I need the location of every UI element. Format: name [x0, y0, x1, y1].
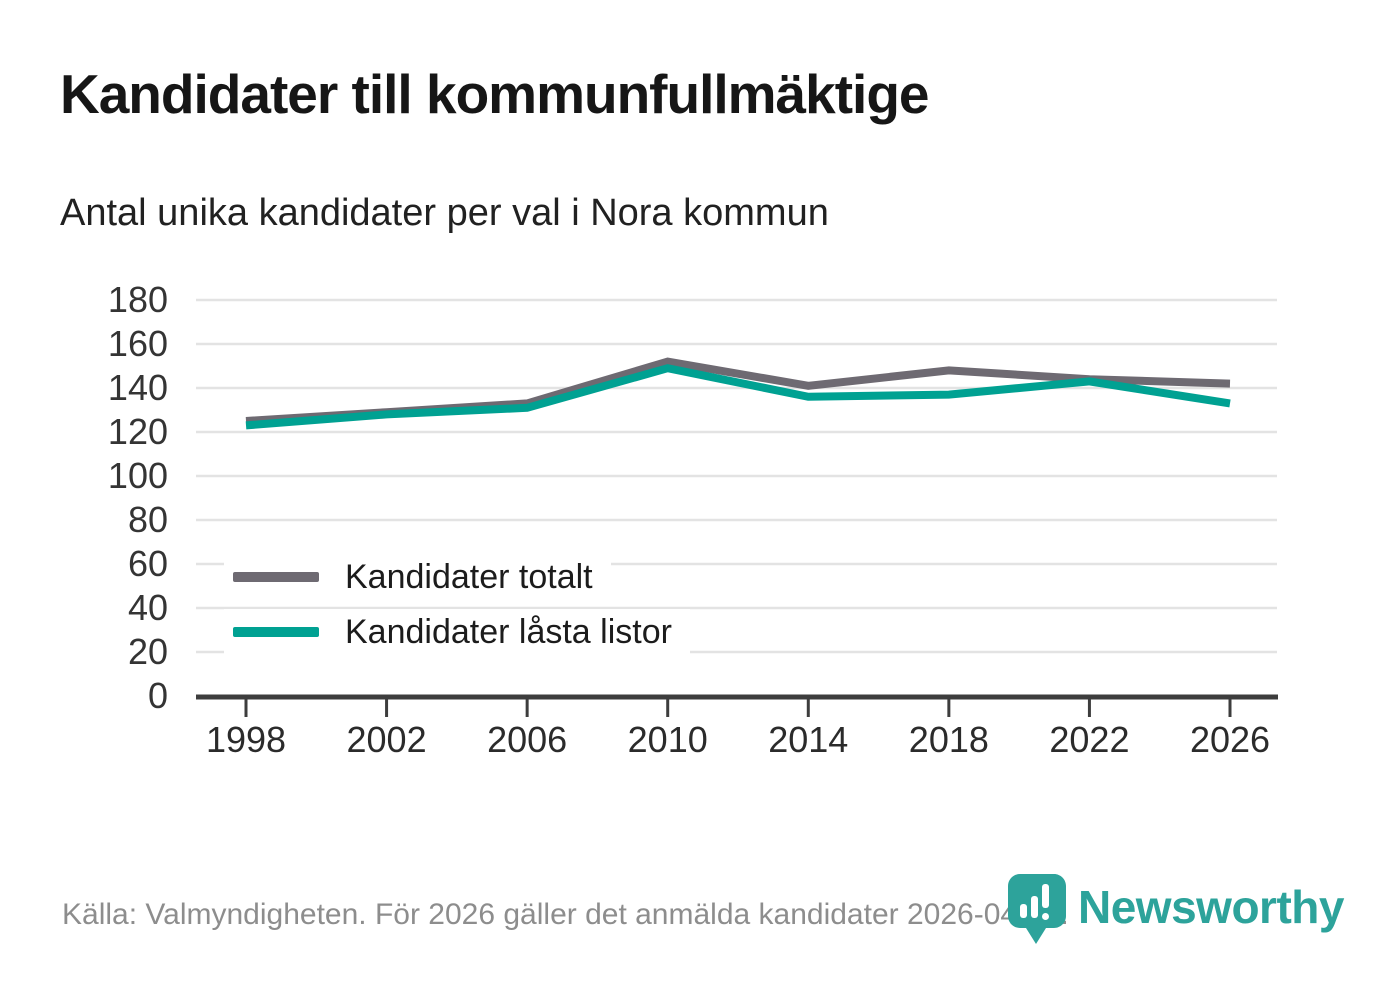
legend-label-totalt: Kandidater totalt	[345, 557, 593, 596]
chart-title: Kandidater till kommunfullmäktige	[60, 63, 930, 125]
x-axis-labels: 1998 2002 2006 2010 2014 2018 2022 2026	[206, 719, 1270, 760]
legend-swatch-lasta-listor	[233, 627, 319, 637]
x-tick-label-1998: 1998	[206, 719, 286, 760]
bar-chart-glyph	[1020, 884, 1049, 920]
y-tick-label-80: 80	[128, 499, 168, 540]
series-line-kandidater-l-sta-listor	[245, 364, 1231, 430]
legend-label-lasta-listor: Kandidater låsta listor	[345, 612, 672, 651]
x-tick-label-2026: 2026	[1190, 719, 1270, 760]
x-tick-label-2002: 2002	[347, 719, 427, 760]
x-tick-label-2010: 2010	[628, 719, 708, 760]
y-tick-label-60: 60	[128, 543, 168, 584]
newsworthy-logo: Newsworthy	[1008, 872, 1344, 950]
x-tick-label-2006: 2006	[487, 719, 567, 760]
y-tick-label-100: 100	[108, 455, 168, 496]
y-tick-label-120: 120	[108, 411, 168, 452]
x-tick-label-2014: 2014	[768, 719, 848, 760]
gridlines	[196, 298, 1277, 654]
x-tick-label-2022: 2022	[1049, 719, 1129, 760]
y-tick-label-140: 140	[108, 367, 168, 408]
y-tick-label-180: 180	[108, 279, 168, 320]
source-note: Källa: Valmyndigheten. För 2026 gäller d…	[62, 898, 1069, 931]
series-lines	[245, 357, 1231, 430]
legend-item-lasta-listor: Kandidater låsta listor	[224, 609, 690, 655]
legend-swatch-totalt	[233, 572, 319, 582]
y-tick-label-160: 160	[108, 323, 168, 364]
newsworthy-wordmark: Newsworthy	[1078, 881, 1344, 933]
newsworthy-pin-icon	[1008, 874, 1066, 944]
x-axis	[196, 694, 1278, 717]
x-tick-label-2018: 2018	[909, 719, 989, 760]
y-tick-label-20: 20	[128, 631, 168, 672]
legend-item-totalt: Kandidater totalt	[224, 554, 611, 600]
y-tick-label-40: 40	[128, 587, 168, 628]
chart-subtitle: Antal unika kandidater per val i Nora ko…	[60, 192, 829, 234]
y-tick-label-0: 0	[148, 675, 168, 716]
